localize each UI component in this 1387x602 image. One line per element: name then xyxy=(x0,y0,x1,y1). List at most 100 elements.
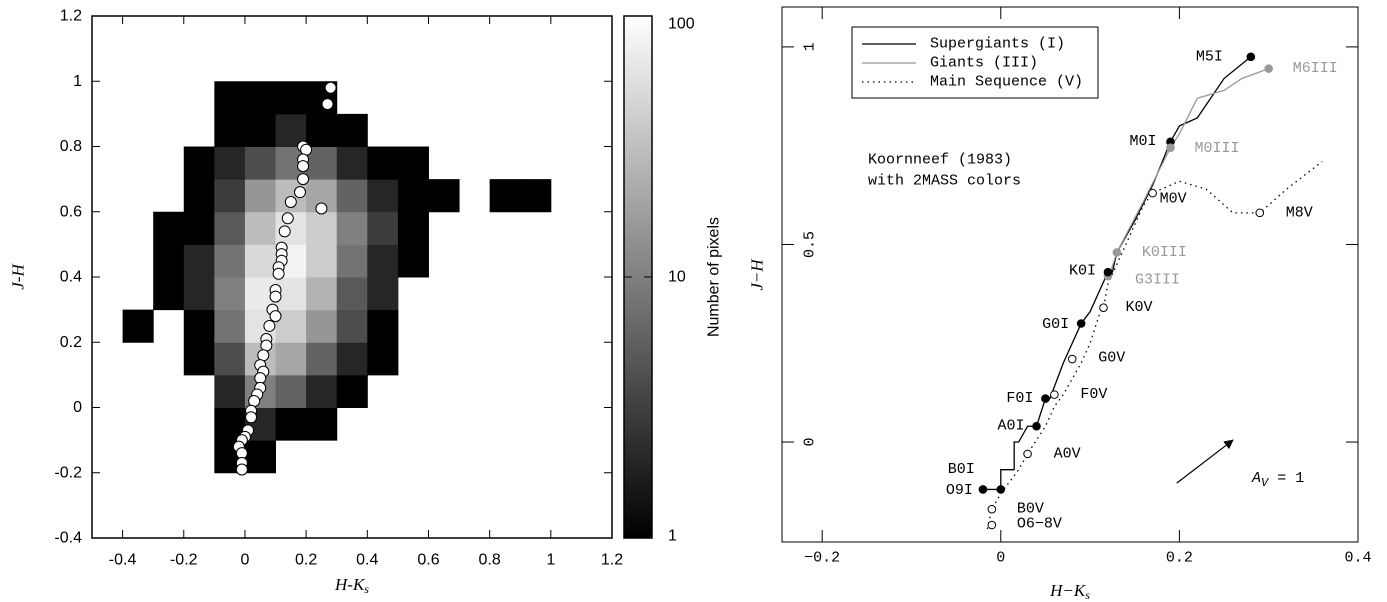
x-tick-label: 0.2 xyxy=(295,552,317,569)
heat-cell xyxy=(275,342,307,376)
heat-cell xyxy=(489,179,521,213)
heat-cell xyxy=(214,374,246,408)
heat-cell xyxy=(153,211,185,245)
heat-cell xyxy=(397,244,429,278)
heat-cell xyxy=(336,309,368,343)
heat-cell xyxy=(153,244,185,278)
x-axis-label: H-Ks xyxy=(334,575,369,597)
x-tick-label: -0.2 xyxy=(170,552,198,569)
scatter-point xyxy=(263,319,276,332)
arrow-label-rest: = 1 xyxy=(1268,470,1304,487)
y-tick-label: 1 xyxy=(73,73,82,90)
heat-cell xyxy=(306,277,338,311)
y-tick-label: 1 xyxy=(802,42,819,51)
point-label: K0III xyxy=(1142,244,1187,261)
point-label: M0III xyxy=(1194,140,1239,157)
legend-label: Giants (III) xyxy=(930,55,1038,72)
annotated-point xyxy=(1112,248,1122,257)
scatter-point xyxy=(281,212,294,225)
annotated-point xyxy=(1023,449,1032,459)
heat-cell xyxy=(183,277,215,311)
heat-cell xyxy=(183,211,215,245)
scatter-point xyxy=(245,411,258,424)
series-line xyxy=(1107,68,1269,281)
heat-cell xyxy=(306,211,338,245)
scatter-point xyxy=(272,267,285,280)
point-label: B0V xyxy=(1017,501,1044,518)
heat-cell xyxy=(244,440,277,474)
arrow-label-main: A xyxy=(1251,470,1261,487)
y-axis-label: J-H xyxy=(9,263,28,290)
scatter-point xyxy=(315,202,328,215)
heat-cell xyxy=(306,113,338,147)
heat-cell xyxy=(367,277,399,311)
x-axis-label-main: H-K xyxy=(334,575,366,594)
heat-cell xyxy=(183,146,215,180)
point-label: G0V xyxy=(1098,350,1125,367)
heat-cell xyxy=(244,146,277,180)
y-tick-label: 0.6 xyxy=(60,203,82,220)
y-tick-label: 1.2 xyxy=(60,8,82,25)
scatter-point xyxy=(324,81,337,94)
heat-cell xyxy=(306,309,338,343)
x-axis-label-main: H−K xyxy=(1049,581,1087,600)
heat-cell xyxy=(214,179,246,213)
x-tick-label: 1 xyxy=(546,552,555,569)
heat-cell xyxy=(336,244,368,278)
heat-cell xyxy=(336,342,368,376)
scatter-point xyxy=(269,290,282,303)
heat-cell xyxy=(367,179,399,213)
annotated-point xyxy=(1067,354,1077,364)
x-tick-label: 0.2 xyxy=(1166,550,1193,567)
y-tick-label: -0.2 xyxy=(54,464,82,481)
heat-cell xyxy=(367,342,399,376)
scatter-point xyxy=(297,160,310,173)
heat-cell xyxy=(336,211,368,245)
point-label: A0V xyxy=(1054,445,1081,462)
heat-cell xyxy=(306,407,338,441)
heat-cell xyxy=(122,309,154,343)
arrow-label: AV = 1 xyxy=(1251,470,1304,491)
x-axis-label-sub: s xyxy=(1085,588,1090,602)
heat-cell xyxy=(367,309,399,343)
point-label: K0I xyxy=(1069,263,1096,280)
y-axis-label: J−H xyxy=(748,258,767,291)
annotated-point xyxy=(1076,319,1086,328)
x-tick-label: 0.4 xyxy=(356,552,378,569)
series-line xyxy=(986,160,1323,530)
point-label: G3III xyxy=(1135,272,1180,289)
heat-cell xyxy=(183,342,215,376)
annotated-point xyxy=(1103,267,1113,277)
heat-cell xyxy=(244,211,277,245)
heat-cell xyxy=(244,244,277,278)
scatter-point xyxy=(278,225,291,238)
heat-cell xyxy=(183,309,215,343)
note: with 2MASS colors xyxy=(868,173,1021,190)
annotated-point xyxy=(987,504,997,514)
point-label: M0I xyxy=(1129,133,1156,150)
x-tick-label: -0.4 xyxy=(109,552,137,569)
y-tick-label: 0.4 xyxy=(60,269,82,286)
scatter-point xyxy=(284,195,297,208)
heat-cell xyxy=(275,81,307,115)
annotated-point xyxy=(1050,390,1059,399)
legend-label: Supergiants (I) xyxy=(930,36,1065,53)
note: Koornneef (1983) xyxy=(868,152,1012,169)
x-axis-label-sub: s xyxy=(364,582,369,596)
heat-cell xyxy=(183,244,215,278)
heat-cell xyxy=(336,113,368,147)
annotated-point xyxy=(1255,208,1265,218)
heat-cell xyxy=(214,342,246,376)
annotated-point xyxy=(1041,394,1050,403)
heat-cell xyxy=(397,146,429,180)
heat-cell xyxy=(153,277,185,311)
annotated-point xyxy=(1099,303,1108,312)
heat-cell xyxy=(336,146,368,180)
point-label: F0V xyxy=(1080,386,1107,403)
scatter-point xyxy=(297,173,310,186)
x-tick-label: 0 xyxy=(240,552,249,569)
heat-cell xyxy=(214,113,246,147)
point-label: B0I xyxy=(948,461,975,478)
annotated-point xyxy=(987,520,997,530)
